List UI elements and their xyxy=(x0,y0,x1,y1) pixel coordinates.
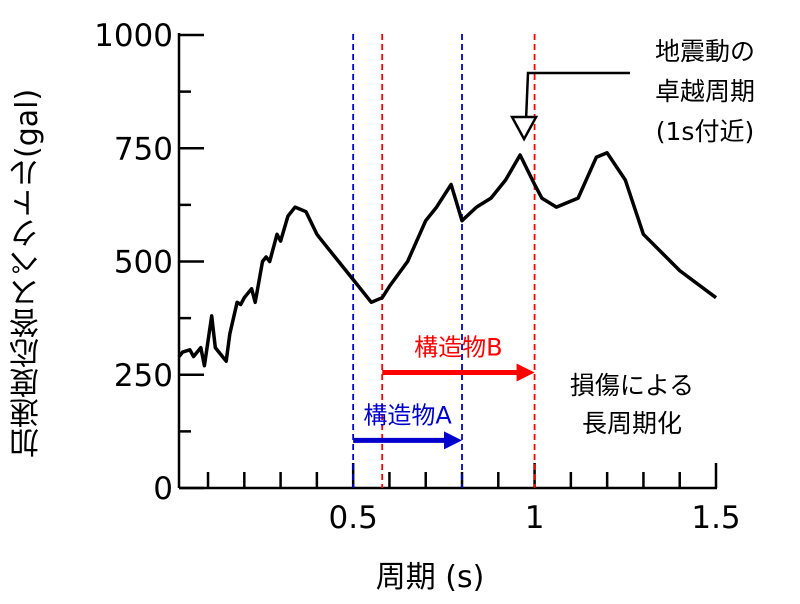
y-axis-title: 加速度応答スペクトル(gal) xyxy=(10,88,45,458)
y-tick-label: 250 xyxy=(114,358,173,394)
x-tick-label: 0.5 xyxy=(329,500,378,536)
annotation-dominant-period-line-2: (1s付近) xyxy=(656,117,754,146)
annotation-pointer-arrowhead xyxy=(509,115,539,142)
annotation-pointer-line xyxy=(524,71,630,120)
annotation-dominant-period-line-1: 卓越周期 xyxy=(655,77,755,106)
range-arrow-label-1: 構造物A xyxy=(363,401,452,429)
annotation-dominant-period-line-0: 地震動の xyxy=(655,37,755,66)
y-tick-label: 1000 xyxy=(94,18,173,54)
spectrum-series-line xyxy=(177,151,718,368)
range-arrow-head-1 xyxy=(444,431,463,450)
y-tick-label: 0 xyxy=(153,471,173,507)
range-arrow-label-0: 構造物B xyxy=(414,333,502,361)
x-axis-title: 周期 (s) xyxy=(375,560,485,595)
annotation-lengthening-line-0: 損傷による xyxy=(570,371,694,400)
x-tick-label: 1.5 xyxy=(691,500,740,536)
y-tick-label: 750 xyxy=(114,131,173,167)
annotation-lengthening-line-1: 長周期化 xyxy=(582,409,682,438)
range-arrow-head-0 xyxy=(516,363,535,382)
y-tick-label: 500 xyxy=(114,245,173,281)
x-tick-label: 1 xyxy=(525,500,545,536)
